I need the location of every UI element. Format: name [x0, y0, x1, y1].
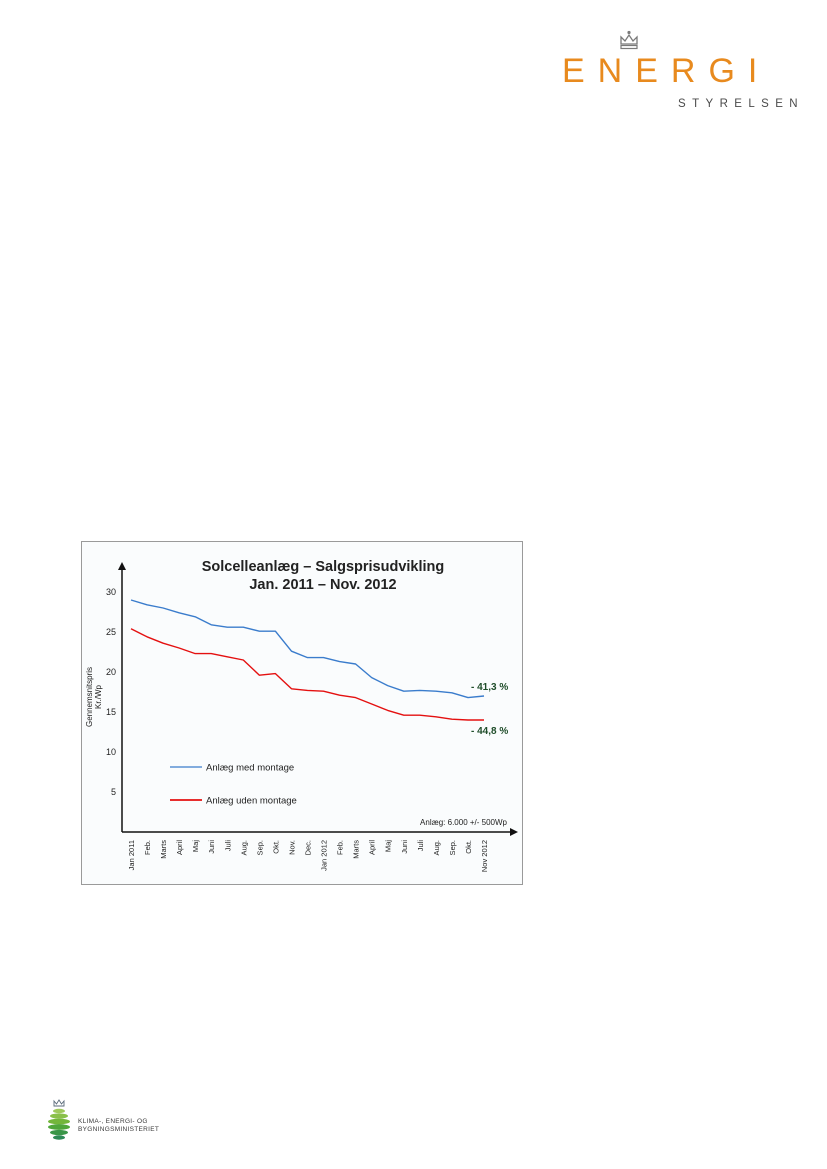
legend: Anlæg med montage Anlæg uden montage — [170, 763, 297, 807]
x-tick-label: Juli — [416, 840, 425, 852]
x-tick-labels: Jan 2011 Feb. Marts April Maj Juni Juli Aug. Sep… — [127, 840, 489, 872]
price-chart: Solcelleanlæg – Salgsprisudvikling Jan. … — [81, 541, 523, 885]
logo-name: ENERGI — [562, 52, 771, 90]
x-tick-label: Okt. — [464, 840, 473, 854]
x-tick-label: April — [368, 840, 377, 855]
y-tick-labels: 5 10 15 20 25 30 — [106, 587, 116, 797]
ministry-line-1: KLIMA-, ENERGI- OG — [78, 1118, 148, 1125]
annotation-uden-montage: - 44,8 % — [471, 726, 508, 737]
y-tick-label: 30 — [106, 587, 116, 597]
y-tick-label: 15 — [106, 707, 116, 717]
x-tick-label: Maj — [191, 840, 200, 852]
x-tick-label: Nov. — [287, 840, 296, 855]
x-tick-label: Juni — [207, 840, 216, 854]
chart-subtitle: Jan. 2011 – Nov. 2012 — [249, 577, 396, 593]
x-tick-label: Jan 2012 — [320, 840, 329, 871]
annotation-med-montage: - 41,3 % — [471, 682, 508, 693]
x-tick-label: Jan 2011 — [127, 840, 136, 870]
y-axis-arrow — [118, 562, 126, 570]
y-tick-label: 25 — [106, 627, 116, 637]
y-tick-label: 20 — [106, 667, 116, 677]
x-tick-label: Sep. — [255, 840, 264, 855]
series-line-med-montage — [130, 599, 485, 699]
x-axis-arrow — [510, 828, 518, 836]
energistyrelsen-logo: ENERGI STYRELSEN — [548, 30, 808, 120]
legend-label: Anlæg uden montage — [206, 796, 297, 807]
chart-note: Anlæg: 6.000 +/- 500Wp — [420, 818, 507, 827]
x-tick-label: Aug. — [432, 840, 441, 855]
x-tick-label: Feb. — [336, 840, 345, 855]
series-line-uden-montage — [130, 628, 484, 721]
x-tick-label: Marts — [159, 840, 168, 859]
ministry-logo: KLIMA-, ENERGI- OG BYGNINGSMINISTERIET — [44, 1098, 244, 1144]
crown-icon — [620, 30, 638, 50]
x-tick-label: Juli — [223, 840, 232, 852]
chart-title: Solcelleanlæg – Salgsprisudvikling — [202, 559, 445, 575]
x-tick-label: Marts — [352, 840, 361, 859]
y-axis-label: GennemsnitsprisKr./Wp — [85, 667, 103, 727]
x-tick-label: Aug. — [239, 840, 248, 855]
y-tick-label: 10 — [106, 747, 116, 757]
x-tick-label: Maj — [384, 840, 393, 852]
x-tick-label: Dec. — [304, 840, 313, 855]
axes — [118, 562, 518, 836]
x-tick-label: Juni — [400, 840, 409, 854]
x-tick-label: Feb. — [143, 840, 152, 855]
globe-icon — [48, 1099, 70, 1140]
logo-subtitle: STYRELSEN — [678, 98, 804, 110]
y-tick-label: 5 — [111, 787, 116, 797]
chart-canvas: Solcelleanlæg – Salgsprisudvikling Jan. … — [85, 559, 518, 872]
ministry-name: KLIMA-, ENERGI- OG BYGNINGSMINISTERIET — [78, 1118, 159, 1134]
x-tick-label: Sep. — [448, 840, 457, 855]
annotations: - 41,3 % - 44,8 % — [471, 682, 508, 737]
x-tick-label: Okt. — [271, 840, 280, 854]
x-tick-label: April — [175, 840, 184, 855]
legend-label: Anlæg med montage — [206, 763, 294, 774]
ministry-line-2: BYGNINGSMINISTERIET — [78, 1126, 160, 1133]
series-lines — [130, 599, 485, 721]
x-tick-label: Nov 2012 — [480, 840, 489, 872]
